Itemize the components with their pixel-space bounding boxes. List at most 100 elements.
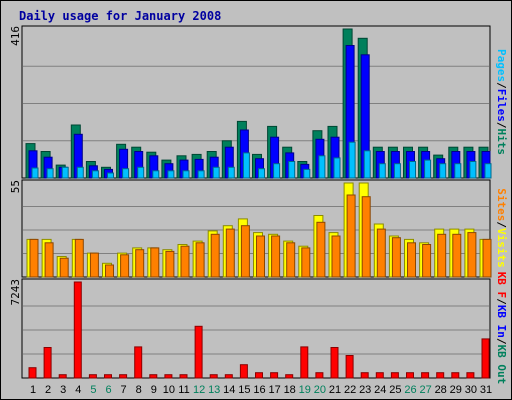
panel-frame bbox=[21, 278, 491, 379]
bar-kb-f bbox=[224, 374, 233, 379]
bar-kb-f bbox=[134, 346, 143, 379]
x-tick-label: 15 bbox=[238, 384, 250, 396]
panel-visits-sites: 55 Sites/Visits bbox=[9, 179, 508, 278]
chart-title: Daily usage for January 2008 bbox=[19, 9, 221, 23]
bar-pages bbox=[363, 150, 371, 179]
bar-sites bbox=[89, 252, 99, 278]
bar-kb-f bbox=[436, 372, 445, 379]
x-tick-label: 19 bbox=[299, 384, 311, 396]
bar-pages bbox=[61, 166, 69, 179]
bar-sites bbox=[316, 221, 326, 278]
legend-entry: Sites bbox=[495, 188, 508, 221]
bar-pages bbox=[318, 155, 326, 179]
bar-sites bbox=[120, 254, 130, 278]
bar-pages bbox=[333, 157, 341, 179]
x-tick-label: 25 bbox=[389, 384, 401, 396]
bar-sites bbox=[331, 235, 341, 278]
x-tick-label: 6 bbox=[105, 384, 111, 396]
bar-pages bbox=[182, 170, 190, 179]
bar-sites bbox=[150, 247, 160, 278]
bar-kb-f bbox=[28, 367, 37, 379]
bar-sites bbox=[256, 235, 265, 278]
bar-kb-f bbox=[119, 374, 128, 379]
bar-kb-f bbox=[375, 372, 384, 379]
bar-pages bbox=[303, 168, 311, 179]
bar-kb-f bbox=[390, 372, 399, 379]
x-tick-label: 21 bbox=[329, 384, 341, 396]
x-tick-label: 11 bbox=[178, 384, 189, 396]
legend-entry: / bbox=[495, 298, 508, 305]
bar-pages bbox=[424, 159, 432, 179]
panel-hits-files-pages: 416 Pages/Files/Hits bbox=[9, 25, 508, 179]
bar-kb-f bbox=[451, 372, 460, 379]
bar-sites bbox=[180, 245, 190, 278]
bar-kb-f bbox=[285, 374, 294, 379]
bar-sites bbox=[301, 247, 311, 278]
bar-pages bbox=[31, 167, 39, 179]
bar-sites bbox=[361, 196, 371, 278]
bar-kb-f bbox=[345, 355, 354, 379]
bar-kb-f bbox=[43, 347, 52, 379]
bar-pages bbox=[107, 172, 114, 179]
panel-legend: KB F/KB In/KB Out bbox=[495, 272, 508, 385]
x-tick-label: 4 bbox=[75, 384, 81, 396]
panel-legend: Pages/Files/Hits bbox=[495, 49, 508, 155]
bar-sites bbox=[195, 242, 205, 278]
bar-kb-f bbox=[330, 347, 339, 379]
bar-pages bbox=[454, 163, 462, 179]
bar-sites bbox=[105, 264, 114, 278]
bar-kb-f bbox=[466, 372, 475, 379]
bar-kb-f bbox=[88, 374, 97, 379]
bar-pages bbox=[378, 163, 386, 179]
bar-sites bbox=[437, 233, 447, 278]
x-tick-label: 18 bbox=[284, 384, 296, 396]
x-tick-label: 30 bbox=[465, 384, 477, 396]
bar-kb-f bbox=[270, 372, 279, 379]
x-tick-label: 26 bbox=[404, 384, 416, 396]
x-tick-label: 7 bbox=[121, 384, 127, 396]
x-tick-label: 14 bbox=[223, 384, 235, 396]
bar-pages bbox=[212, 166, 220, 179]
panel-max-label: 7243 bbox=[9, 279, 22, 306]
bar-sites bbox=[346, 194, 356, 278]
bar-sites bbox=[482, 238, 492, 278]
bar-sites bbox=[286, 242, 296, 278]
bar-sites bbox=[407, 242, 416, 278]
bar-sites bbox=[135, 249, 145, 278]
bar-sites bbox=[210, 233, 220, 278]
bar-pages bbox=[273, 163, 281, 179]
x-tick-label: 10 bbox=[163, 384, 175, 396]
panel-bars bbox=[23, 281, 490, 379]
bar-sites bbox=[29, 238, 39, 278]
bar-pages bbox=[137, 166, 145, 179]
x-tick-label: 31 bbox=[480, 384, 492, 396]
panel-max-label: 416 bbox=[9, 26, 22, 46]
x-tick-label: 20 bbox=[314, 384, 326, 396]
bar-kb-f bbox=[421, 372, 430, 379]
x-tick-label: 23 bbox=[359, 384, 371, 396]
x-tick-label: 29 bbox=[450, 384, 462, 396]
bar-kb-f bbox=[194, 325, 203, 379]
bar-kb-f bbox=[164, 374, 173, 379]
legend-entry: / bbox=[495, 122, 508, 129]
legend-entry: KB In bbox=[495, 305, 508, 338]
bar-sites bbox=[271, 235, 281, 278]
bar-kb-f bbox=[149, 374, 158, 379]
bar-sites bbox=[452, 233, 462, 278]
panel-kbytes: 7243 KB F/KB In/KB Out bbox=[9, 272, 508, 385]
panel-bars bbox=[23, 182, 492, 278]
bar-pages bbox=[469, 161, 477, 179]
bar-pages bbox=[122, 168, 130, 179]
x-tick-label: 9 bbox=[151, 384, 157, 396]
legend-entry: Hits bbox=[495, 129, 508, 156]
x-tick-label: 2 bbox=[45, 384, 51, 396]
bar-pages bbox=[288, 161, 296, 179]
x-tick-label: 24 bbox=[374, 384, 386, 396]
x-tick-label: 17 bbox=[268, 384, 280, 396]
x-tick-label: 12 bbox=[193, 384, 205, 396]
legend-entry: Visits bbox=[495, 228, 508, 268]
bar-kb-f bbox=[255, 372, 263, 379]
bar-pages bbox=[76, 166, 84, 179]
x-axis-tick-labels: 1 2 3 4 5 6 7 8 9 10 11 12 13 14 15 16 17 18 19 20 21 22 23 24 2… bbox=[30, 384, 492, 396]
bar-pages bbox=[46, 168, 54, 179]
